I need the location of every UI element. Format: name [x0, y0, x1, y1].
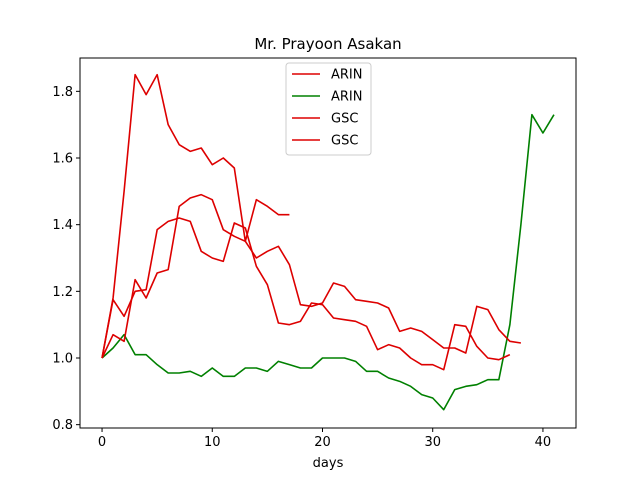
x-tick-label: 40	[535, 435, 552, 450]
y-tick-label: 0.8	[52, 418, 73, 433]
legend-label-4: GSC	[331, 134, 358, 149]
legend-label-1: ARIN	[331, 68, 362, 83]
x-tick-label: 0	[98, 435, 106, 450]
x-axis-label: days	[313, 456, 344, 471]
x-tick-label: 10	[204, 435, 221, 450]
y-tick-label: 1.2	[52, 285, 73, 300]
x-axis: 0 10 20 30 40	[98, 428, 551, 450]
legend: ARIN ARIN GSC GSC	[285, 62, 372, 156]
series-line-2	[101, 113, 555, 411]
x-tick-label: 20	[314, 435, 331, 450]
series-line-1	[101, 73, 290, 359]
y-tick-label: 1.8	[52, 85, 73, 100]
y-tick-label: 1.0	[52, 352, 73, 367]
x-tick-label: 30	[424, 435, 441, 450]
chart-title: Mr. Prayoon Asakan	[254, 35, 401, 53]
y-axis: 0.8 1.0 1.2 1.4 1.6 1.8	[52, 85, 80, 433]
series-line-4	[101, 217, 511, 371]
legend-label-2: ARIN	[331, 90, 362, 105]
plot-frame	[79, 57, 577, 429]
series-layer	[101, 73, 555, 411]
legend-box	[285, 62, 372, 156]
y-tick-label: 1.6	[52, 152, 73, 167]
legend-label-3: GSC	[331, 112, 358, 127]
y-tick-label: 1.4	[52, 218, 73, 233]
series-line-3	[101, 193, 522, 359]
